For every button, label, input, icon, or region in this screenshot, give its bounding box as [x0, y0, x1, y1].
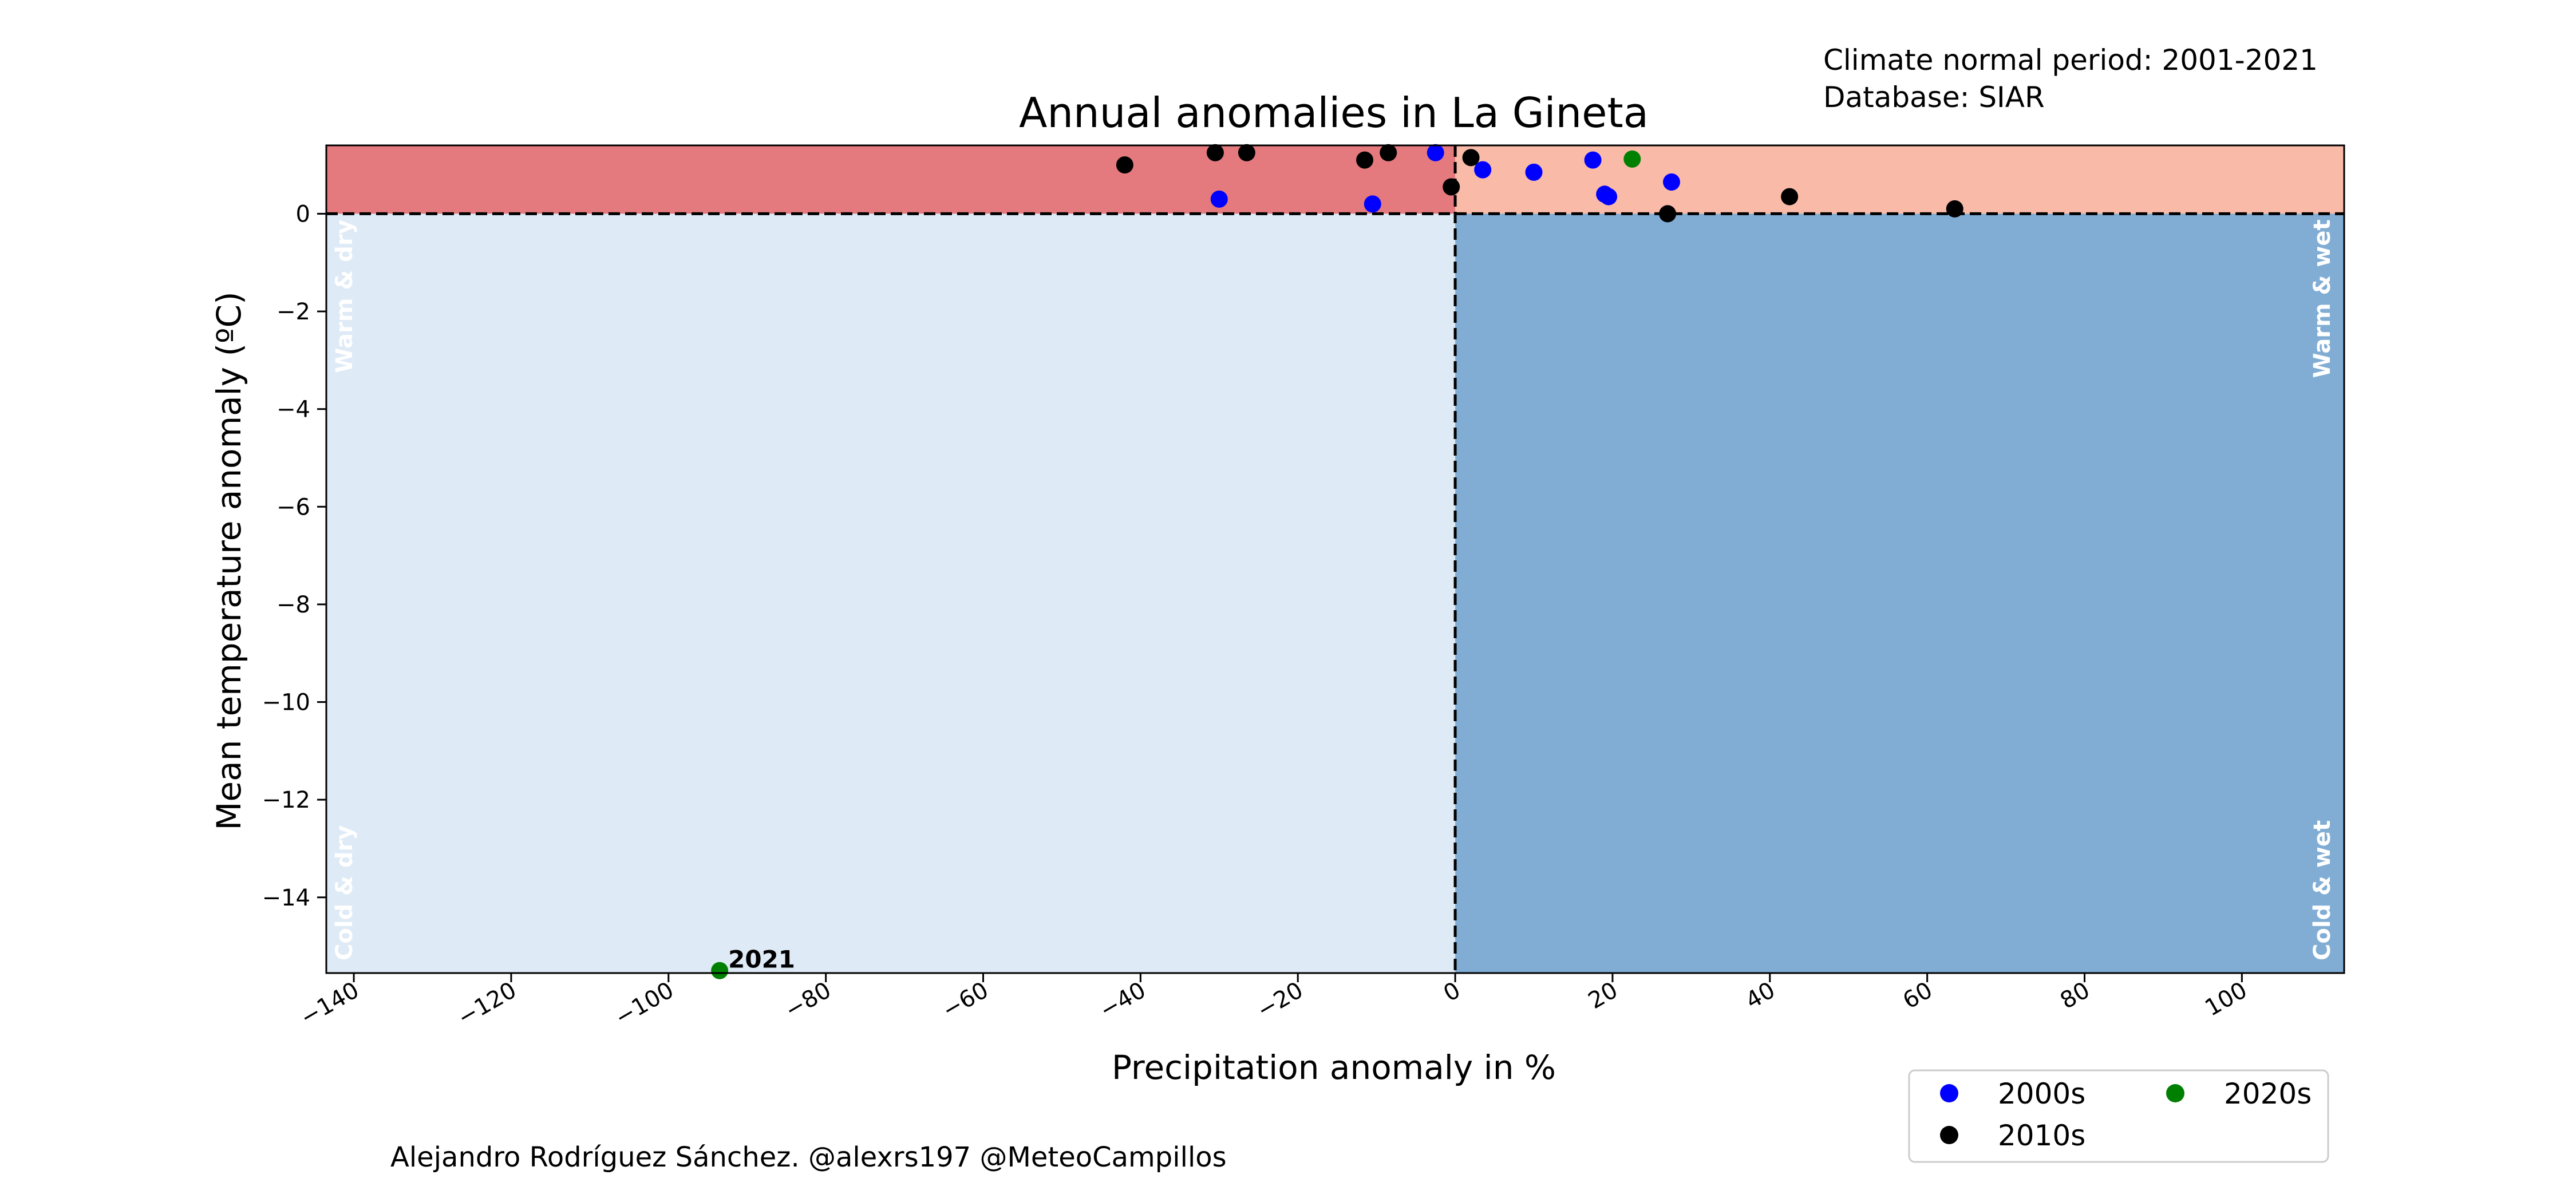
point-2000s: [1525, 163, 1543, 181]
x-tick-label: −40: [1095, 977, 1150, 1024]
legend-label-2020s: 2020s: [2224, 1077, 2312, 1110]
legend-marker-2020s: [2166, 1084, 2184, 1102]
y-tick-label: −2: [276, 299, 310, 325]
quadrant-label-cold-wet: Cold & wet: [2309, 820, 2336, 960]
x-tick-label: 100: [2200, 977, 2251, 1022]
point-2000s: [1427, 144, 1444, 161]
y-tick-label: −12: [262, 787, 310, 813]
plot-frame: [325, 144, 2345, 974]
point-2010s: [1116, 156, 1133, 174]
legend: 2000s 2010s 2020s: [1908, 1069, 2329, 1163]
quadrant-warm-dry: [326, 145, 1456, 214]
point-2010s: [1462, 149, 1480, 167]
point-2010s: [1238, 144, 1255, 161]
y-tick-label: −6: [276, 494, 310, 520]
zero-reference-lines: [326, 145, 2344, 973]
quadrant-cold-dry: [326, 213, 1456, 974]
legend-box: [1908, 1069, 2329, 1163]
point-2000s: [1584, 151, 1602, 169]
x-tick-label: 40: [1741, 977, 1780, 1014]
quadrant-label-warm-wet: Warm & wet: [2309, 219, 2336, 378]
x-tick-label: −80: [781, 977, 836, 1024]
point-2020s: [711, 962, 729, 979]
point-2000s: [1210, 190, 1228, 208]
database-source: Database: SIAR: [1823, 81, 2045, 114]
y-tick-label: 0: [296, 201, 310, 227]
quadrant-label-warm-dry: Warm & dry: [331, 219, 358, 373]
point-2010s: [1356, 151, 1374, 169]
quadrant-labels: Warm & dry Warm & wet Cold & dry Cold & wet: [331, 219, 2336, 960]
legend-label-2010s: 2010s: [1998, 1119, 2085, 1152]
point-2000s: [1600, 188, 1618, 205]
quadrant-label-cold-dry: Cold & dry: [331, 825, 358, 960]
x-tick-label: 20: [1584, 977, 1622, 1014]
author-credit: Alejandro Rodríguez Sánchez. @alexrs197 …: [390, 1141, 1227, 1173]
x-tick-label: 80: [2056, 977, 2094, 1014]
point-2000s: [1364, 195, 1381, 213]
quadrant-cold-wet: [1455, 213, 2344, 974]
point-2000s: [1474, 161, 1492, 179]
point-2010s: [1659, 205, 1677, 223]
y-axis-label: Mean temperature anomaly (ºC): [210, 291, 248, 830]
x-axis-label: Precipitation anomaly in %: [1112, 1048, 1556, 1087]
x-tick-label: −120: [453, 977, 521, 1031]
annotations: 2021: [728, 946, 795, 974]
annotation-label: 2021: [728, 946, 795, 974]
x-tick-label: 0: [1439, 977, 1465, 1007]
legend-marker-2000s: [1940, 1084, 1958, 1102]
x-tick-label: −20: [1253, 977, 1307, 1024]
y-tick-label: −14: [262, 885, 310, 911]
x-tick-label: −140: [296, 977, 364, 1031]
chart-title: Annual anomalies in La Gineta: [1019, 89, 1649, 137]
y-tick-label: −4: [276, 397, 310, 423]
point-2010s: [1380, 144, 1397, 161]
point-2010s: [1206, 144, 1224, 161]
climate-normal-period: Climate normal period: 2001-2021: [1823, 44, 2318, 77]
point-2010s: [1781, 188, 1799, 205]
point-2020s: [1623, 150, 1641, 168]
y-tick-label: −8: [276, 592, 310, 618]
legend-label-2000s: 2000s: [1998, 1077, 2085, 1110]
y-tick-label: −10: [262, 690, 310, 716]
x-tick-label: −60: [938, 977, 993, 1024]
x-tick-label: 60: [1899, 977, 1937, 1014]
y-axis-ticks: −14 −12 −10 −8 −6 −4 −2 0: [262, 201, 326, 911]
x-tick-label: −100: [611, 977, 678, 1031]
data-points: [711, 144, 1963, 979]
point-2010s: [1443, 178, 1460, 196]
point-2010s: [1946, 200, 1963, 218]
quadrant-backgrounds: [326, 145, 2344, 974]
point-2000s: [1663, 173, 1680, 191]
x-axis-ticks: −140 −120 −100 −80 −60 −40 −20 0 20 40 60 80 100: [296, 973, 2251, 1031]
legend-marker-2010s: [1940, 1126, 1958, 1144]
